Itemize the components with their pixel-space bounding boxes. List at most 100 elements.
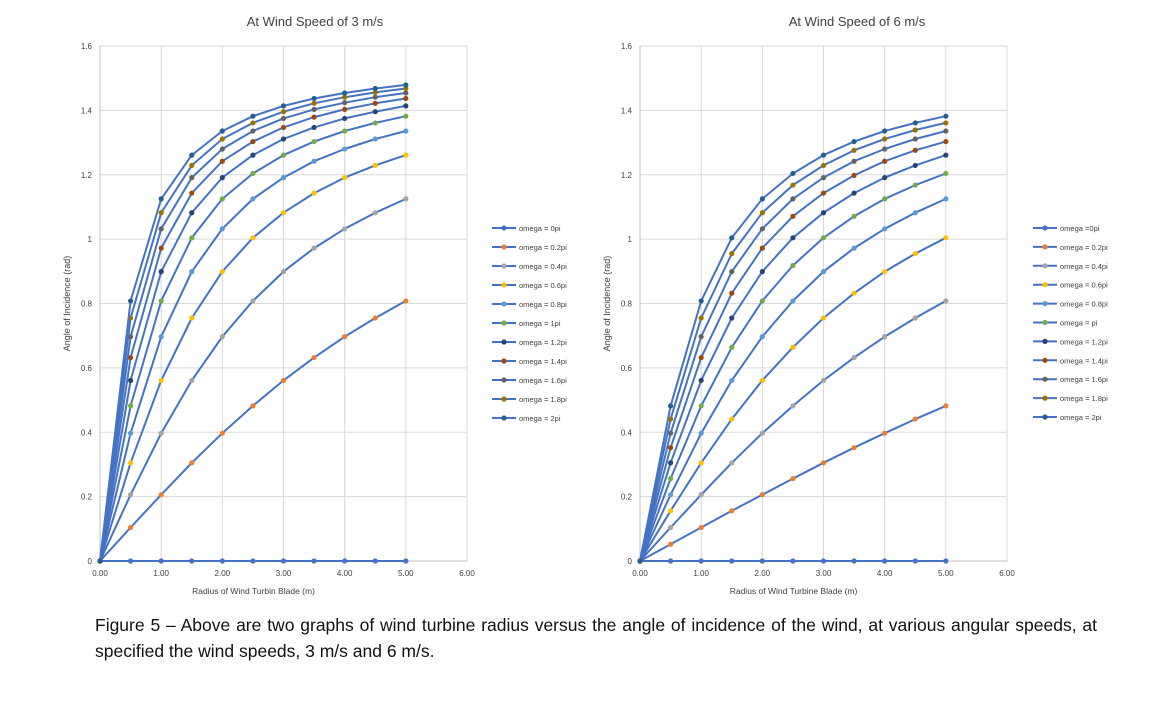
data-point [790, 344, 796, 350]
data-point [912, 162, 918, 169]
data-point [912, 558, 918, 564]
data-point [851, 147, 857, 153]
legend-marker [1042, 244, 1048, 250]
data-point [759, 210, 765, 216]
legend-entry: omega = 0.8pi [1060, 300, 1108, 309]
data-point [882, 136, 888, 142]
data-point [219, 136, 225, 142]
data-point [729, 416, 735, 422]
x-tick-label: 6.00 [459, 569, 475, 578]
data-point [943, 196, 949, 202]
legend-entry: omega = 2pi [1060, 413, 1102, 422]
legend-marker [1042, 263, 1048, 269]
data-point [790, 182, 796, 188]
data-point [729, 377, 735, 384]
legend-marker [501, 282, 507, 288]
data-point [729, 508, 735, 514]
data-point [219, 558, 225, 564]
data-point [158, 430, 164, 436]
data-point [759, 226, 765, 232]
legend-entry: omega = 2pi [519, 414, 561, 423]
data-point [729, 315, 735, 321]
x-tick-label: 3.00 [816, 569, 832, 578]
data-point [219, 158, 225, 164]
data-point [127, 403, 134, 409]
data-point [158, 210, 164, 216]
data-point [403, 113, 409, 119]
data-point [820, 558, 827, 564]
data-point [912, 127, 918, 133]
y-tick-label: 1.4 [81, 106, 93, 115]
data-point [280, 558, 287, 564]
data-point [820, 315, 827, 321]
data-point [667, 403, 674, 409]
data-point [219, 430, 225, 436]
data-point [912, 210, 918, 216]
legend-entry: omega = 1.2pi [519, 338, 567, 347]
data-point [127, 492, 134, 498]
y-axis-label: Angle of Incidence (rad) [602, 256, 612, 352]
chart-wind-3ms: At Wind Speed of 3 m/s 0 0.2 0.4 0.6 0.8 1 1.2 1… [62, 14, 567, 596]
data-point [851, 558, 857, 564]
data-point [250, 403, 256, 409]
x-tick-label: 4.00 [337, 569, 353, 578]
data-point [882, 269, 888, 275]
data-point [158, 196, 164, 202]
data-point [403, 558, 409, 564]
data-point [759, 196, 765, 202]
data-point [250, 138, 256, 145]
y-tick-label: 0.4 [81, 428, 93, 437]
data-point [698, 298, 704, 304]
data-point [342, 100, 348, 106]
y-tick-label: 0.2 [621, 493, 633, 502]
data-point [311, 190, 317, 196]
data-point [943, 138, 949, 145]
data-point [403, 298, 409, 304]
data-point [280, 377, 287, 384]
chart-title: At Wind Speed of 6 m/s [789, 14, 926, 29]
data-point [759, 377, 765, 384]
data-point [219, 128, 225, 134]
legend-entry: omega = 1.4pi [519, 357, 567, 366]
data-point [759, 298, 765, 304]
data-point [698, 334, 704, 340]
y-tick-label: 0.2 [81, 493, 93, 502]
data-point [637, 558, 643, 564]
y-tick-label: 0.6 [81, 364, 93, 373]
y-tick-label: 0.6 [621, 364, 633, 373]
data-point [280, 124, 287, 131]
y-tick-label: 1 [88, 235, 93, 244]
data-point [851, 445, 857, 451]
legend-entry: omega = 1.6pi [519, 376, 567, 385]
data-point [943, 403, 949, 409]
data-point [851, 245, 857, 251]
data-point [372, 162, 378, 169]
data-point [219, 334, 225, 340]
data-point [250, 298, 256, 304]
legend-marker [501, 225, 507, 231]
data-point [667, 416, 674, 422]
data-point [280, 109, 287, 115]
x-tick-label: 4.00 [877, 569, 893, 578]
data-point [790, 298, 796, 304]
data-point [372, 109, 378, 115]
data-point [912, 182, 918, 188]
data-point [311, 138, 317, 145]
data-point [280, 103, 287, 109]
data-point [820, 460, 827, 466]
data-point [311, 95, 317, 102]
data-point [882, 175, 888, 181]
x-axis-label: Radius of Wind Turbine Blade (m) [730, 586, 858, 596]
data-point [882, 430, 888, 436]
data-point [403, 103, 409, 109]
data-point [912, 147, 918, 153]
legend-marker [501, 244, 507, 250]
data-point [912, 315, 918, 321]
x-tick-label: 5.00 [398, 569, 414, 578]
data-point [280, 210, 287, 216]
data-point [882, 146, 888, 152]
legend-entry: omega = 0.8pi [519, 300, 567, 309]
data-point [729, 558, 735, 564]
data-point [729, 269, 735, 275]
legend-marker [1042, 301, 1048, 307]
